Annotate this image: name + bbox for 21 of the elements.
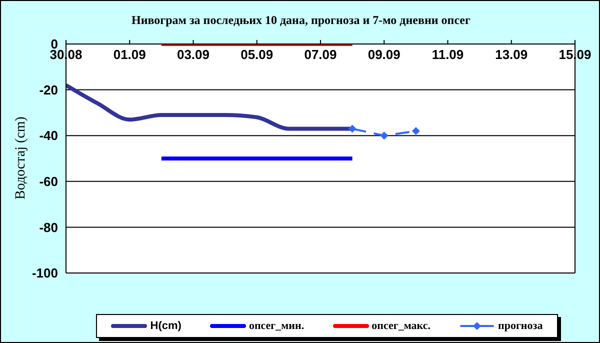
point <box>348 124 356 133</box>
x-tick-label: 03.09 <box>176 47 210 62</box>
legend-label: опсег_мин. <box>248 320 304 332</box>
x-tick-label: 07.09 <box>304 47 337 62</box>
y-tick-label: -40 <box>39 128 58 144</box>
x-tick-label: 01.09 <box>113 47 146 62</box>
y-axis-title: Водостај (cm) <box>13 116 29 200</box>
y-tick-label: -20 <box>39 82 58 98</box>
legend-label: прогноза <box>498 320 543 332</box>
x-tick-label: 13.09 <box>495 47 528 62</box>
x-tick-label: 11.09 <box>432 47 464 62</box>
y-tick-label: -100 <box>32 266 58 281</box>
y-tick-label: -80 <box>39 220 58 235</box>
chart-title: Нивограм за последњих 10 дана, прогноза и 7-мо дневни опсег <box>130 13 472 28</box>
y-tick-label: -60 <box>39 174 58 190</box>
legend-label: H(cm) <box>150 320 182 332</box>
point <box>380 132 388 140</box>
point <box>412 127 420 136</box>
x-tick-label: 05.09 <box>240 47 274 62</box>
legend-label: опсег_макс. <box>372 320 430 332</box>
x-tick-label: 09.09 <box>368 47 400 62</box>
